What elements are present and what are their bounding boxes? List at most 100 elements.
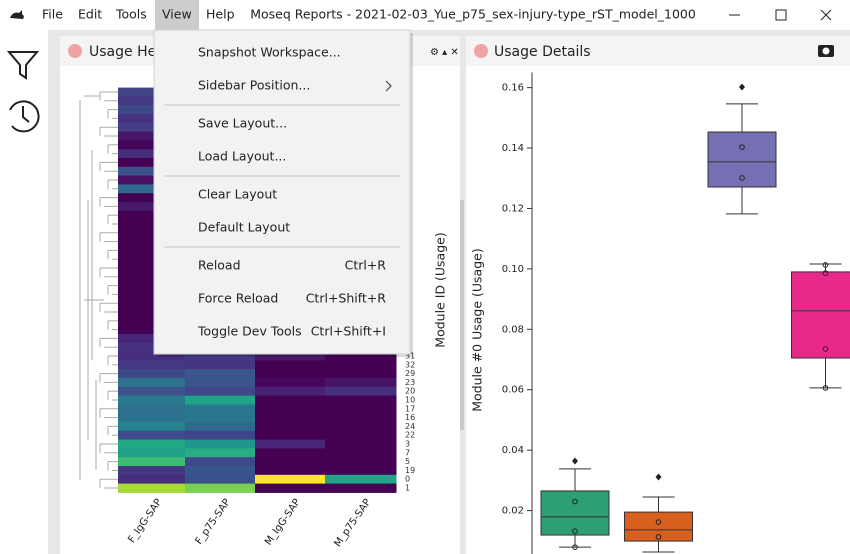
heatmap-cell xyxy=(118,281,186,291)
heatmap-cell xyxy=(118,263,186,273)
window-title: Moseq Reports - 2021-02-03_Yue_p75_sex-i… xyxy=(250,7,696,22)
scrollbar[interactable] xyxy=(460,200,464,430)
row-label: 24 xyxy=(405,422,415,431)
submenu-arrow xyxy=(385,80,392,92)
panel-title: Usage Details xyxy=(494,44,591,60)
menu-item[interactable]: Help xyxy=(206,7,235,22)
history-icon[interactable] xyxy=(9,100,40,133)
dendrogram xyxy=(79,95,104,480)
row-label: 16 xyxy=(405,413,415,422)
close[interactable] xyxy=(820,9,832,21)
heatmap-cell xyxy=(325,360,397,370)
row-label: 29 xyxy=(405,369,415,378)
heatmap-cell xyxy=(185,448,256,458)
heatmap-cell xyxy=(118,193,186,203)
heatmap-cell xyxy=(118,360,186,370)
y-tick-label: 0.12 xyxy=(502,203,524,214)
heatmap-cell xyxy=(185,430,256,441)
camera-icon[interactable] xyxy=(818,45,834,57)
y-tick-label: 0.08 xyxy=(502,324,524,335)
heatmap-cell xyxy=(118,413,186,423)
heatmap-cell xyxy=(118,474,186,485)
y-tick-label: 0.16 xyxy=(502,83,524,94)
heatmap-cell xyxy=(118,175,186,185)
menu-item[interactable]: Load Layout... xyxy=(198,149,286,164)
heatmap-cell xyxy=(118,466,186,476)
menu-item[interactable]: Edit xyxy=(78,7,102,22)
window-controls[interactable] xyxy=(729,9,832,21)
y-tick-label: 0.10 xyxy=(502,264,524,275)
menu-item[interactable]: Default Layout xyxy=(198,220,290,235)
data-point xyxy=(572,498,578,505)
heatmap-cell xyxy=(118,422,186,432)
heatmap-cell xyxy=(118,237,186,247)
heatmap-cell xyxy=(255,474,326,485)
heatmap-cell xyxy=(118,316,186,326)
menu-item[interactable]: Tools xyxy=(115,7,147,22)
heatmap-cell xyxy=(325,483,397,493)
heatmap-cell xyxy=(118,298,186,309)
heatmap-cell xyxy=(118,457,186,467)
heatmap-cell xyxy=(118,430,186,441)
heatmap-cell xyxy=(118,404,186,414)
heatmap-cell xyxy=(118,114,186,124)
heatmap-cell xyxy=(118,246,186,256)
heatmap-cell xyxy=(325,351,397,361)
heatmap-cell xyxy=(325,413,397,423)
data-point xyxy=(572,544,578,550)
heatmap-cell xyxy=(255,430,326,441)
menu-item[interactable]: Toggle Dev Tools xyxy=(197,324,302,339)
row-label: 22 xyxy=(405,431,415,440)
row-label: 20 xyxy=(405,387,415,396)
heatmap-cell xyxy=(118,87,186,97)
heatmap-cell xyxy=(118,131,186,141)
y-tick-label: 0.02 xyxy=(502,506,524,517)
heatmap-cell xyxy=(255,466,326,476)
panel-header xyxy=(466,36,850,66)
app-icon xyxy=(10,10,24,19)
data-point xyxy=(739,144,745,150)
panel-close-dot[interactable] xyxy=(474,44,488,58)
heatmap-cell xyxy=(118,202,186,212)
panel-controls[interactable]: ⚙ ▴ ✕ xyxy=(430,47,459,58)
heatmap-cell xyxy=(118,166,186,177)
data-point xyxy=(822,270,829,276)
heatmap-cell xyxy=(255,360,326,370)
heatmap-cell xyxy=(118,342,186,353)
heatmap-cell xyxy=(118,290,186,300)
menu-item[interactable]: Save Layout... xyxy=(198,116,287,131)
row-label: 5 xyxy=(405,457,410,466)
heatmap-cell xyxy=(255,457,326,467)
heatmap-cell xyxy=(118,378,186,388)
heatmap-cell xyxy=(185,395,256,405)
heatmap-cell xyxy=(185,351,256,361)
heatmap-cell xyxy=(325,457,397,467)
maximize[interactable] xyxy=(775,9,787,21)
heatmap-cell xyxy=(325,395,397,405)
menu-item[interactable]: File xyxy=(42,7,63,22)
box xyxy=(707,131,777,188)
heatmap-cell xyxy=(185,378,256,388)
heatmap-cell xyxy=(185,404,256,414)
heatmap-cell xyxy=(325,439,397,449)
heatmap-cell xyxy=(185,369,256,379)
heatmap-cell xyxy=(255,483,326,493)
menu-item[interactable]: Snapshot Workspace... xyxy=(198,45,341,60)
heatmap-cell xyxy=(185,386,256,397)
heatmap-cell xyxy=(325,466,397,476)
view-menu: Snapshot Workspace... Sidebar Position...… xyxy=(153,29,413,357)
panel-close-dot[interactable] xyxy=(68,44,82,58)
menu-item[interactable]: Reload xyxy=(198,258,241,273)
title-bar xyxy=(0,0,850,30)
menu-item[interactable]: Sidebar Position... xyxy=(198,78,310,93)
menu-item[interactable]: Force Reload xyxy=(198,291,278,306)
menu-bar: File Edit Tools View Help xyxy=(42,0,235,30)
data-point xyxy=(822,385,829,391)
heatmap-cell xyxy=(325,448,397,458)
heatmap-cell xyxy=(118,149,186,159)
heatmap-cell xyxy=(325,378,397,388)
filter-icon[interactable] xyxy=(6,51,40,80)
menu-item[interactable]: Clear Layout xyxy=(198,187,277,202)
menu-item[interactable]: View xyxy=(162,7,192,22)
